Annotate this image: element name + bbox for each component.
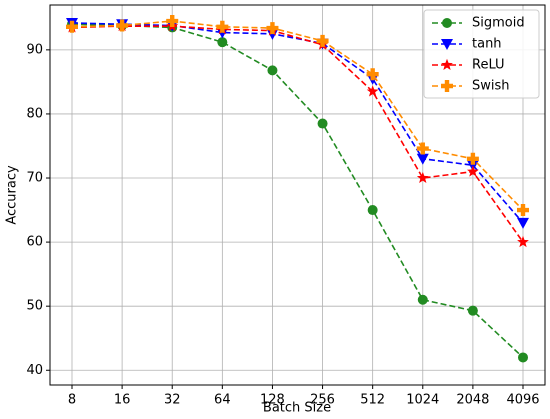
legend-label: Sigmoid <box>472 16 525 31</box>
marker <box>166 15 179 28</box>
x-tick-label: 1024 <box>406 393 439 408</box>
marker <box>366 85 379 97</box>
series-line <box>71 22 524 224</box>
marker <box>416 153 429 165</box>
marker <box>116 19 129 32</box>
x-tick-label: 8 <box>68 393 76 408</box>
marker <box>66 20 78 33</box>
marker <box>442 18 452 28</box>
marker <box>441 58 453 71</box>
marker <box>316 34 329 47</box>
marker <box>266 22 279 35</box>
marker <box>518 352 528 363</box>
marker <box>517 217 529 229</box>
x-tick-label: 32 <box>164 393 181 408</box>
legend-box <box>423 9 540 99</box>
x-tick-label: 16 <box>114 393 131 408</box>
y-tick-label: 60 <box>26 235 43 250</box>
x-axis-label: Batch Size <box>263 401 331 416</box>
x-tick-label: 64 <box>214 393 231 408</box>
x-tick-label: 2048 <box>456 393 489 408</box>
marker <box>517 235 529 248</box>
marker <box>317 118 328 129</box>
marker <box>217 37 228 48</box>
marker <box>216 20 229 33</box>
legend-label: ReLU <box>472 58 505 73</box>
y-tick-label: 50 <box>26 299 43 314</box>
y-tick-label: 40 <box>26 363 43 378</box>
y-axis-label: Accuracy <box>5 165 20 225</box>
plot-frame <box>49 4 546 386</box>
x-tick-label: 256 <box>310 393 335 408</box>
marker <box>441 80 453 92</box>
y-tick-label: 80 <box>26 106 43 121</box>
series-line <box>71 20 524 211</box>
y-tick-label: 90 <box>26 42 43 57</box>
y-tick-label: 70 <box>26 171 43 186</box>
x-tick-label: 128 <box>260 393 285 408</box>
marker <box>417 294 428 305</box>
series-line <box>71 25 524 243</box>
legend-label: Swish <box>472 79 510 94</box>
marker <box>267 65 278 76</box>
marker <box>366 68 379 81</box>
marker <box>517 204 529 217</box>
marker <box>216 27 229 39</box>
marker <box>416 142 429 155</box>
x-tick-label: 512 <box>360 393 385 408</box>
marker <box>441 39 453 50</box>
marker <box>367 205 378 216</box>
marker <box>466 165 479 177</box>
legend-label: tanh <box>472 37 502 52</box>
marker <box>466 152 479 165</box>
marker <box>416 171 429 184</box>
x-tick-label: 4096 <box>506 393 539 408</box>
marker <box>467 305 478 316</box>
